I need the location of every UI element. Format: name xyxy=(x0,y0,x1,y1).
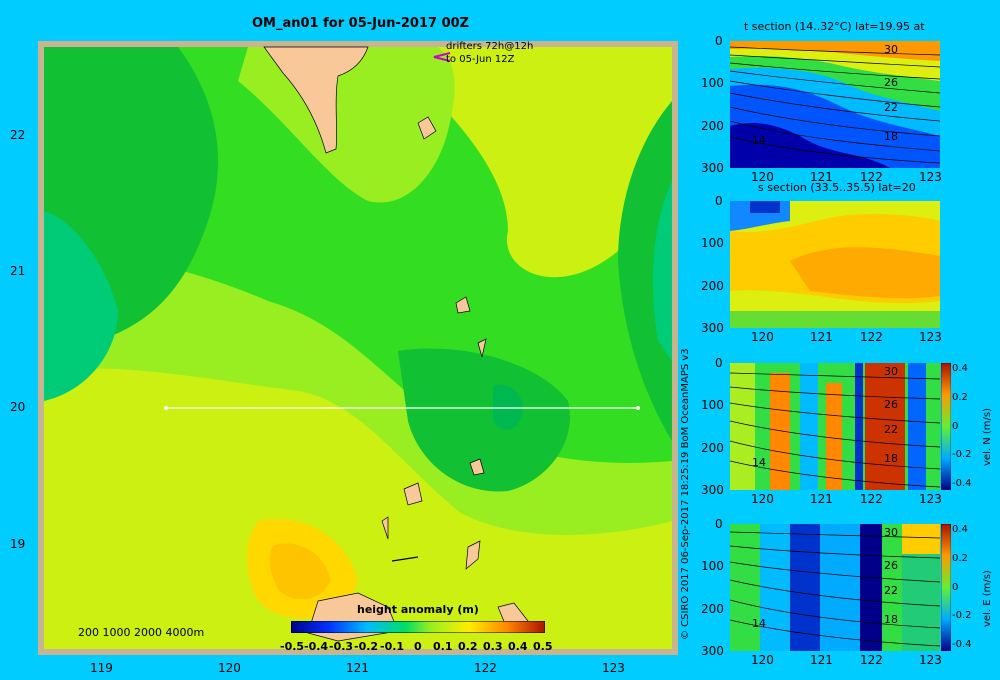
contour-label: 22 xyxy=(884,584,898,598)
panel-y-tick: 200 xyxy=(701,118,724,133)
panel-x-tick: 120 xyxy=(751,330,774,344)
panel-x-tick: 122 xyxy=(860,170,883,184)
cbar-tick: 0.4 xyxy=(952,363,968,374)
vel-e-plot xyxy=(730,524,940,651)
panel-y-tick: 200 xyxy=(701,440,724,455)
panel-y-tick: 300 xyxy=(701,321,724,335)
contour-label: 30 xyxy=(884,525,898,539)
panel-x-tick: 123 xyxy=(919,492,942,506)
s-section-plot xyxy=(730,201,940,328)
contour-label: 14 xyxy=(752,134,766,148)
colorbar-tick: -0.1 xyxy=(380,640,405,653)
colorbar-tick: 0.1 xyxy=(433,640,453,653)
panel-y-tick: 0 xyxy=(715,194,723,208)
panel-x-tick: 123 xyxy=(919,653,942,667)
map-x-tick: 120 xyxy=(218,661,241,675)
height-colorbar xyxy=(291,621,545,633)
panel-x-tick: 120 xyxy=(751,492,774,506)
drifters-legend-line2: to 05-Jun 12Z xyxy=(446,54,515,65)
contour-label: 22 xyxy=(884,423,898,437)
t-section-title: t section (14..32°C) lat=19.95 at xyxy=(744,20,925,33)
colorbar-tick: 0.2 xyxy=(458,640,478,653)
panel-x-tick: 120 xyxy=(751,170,774,184)
vel-e-cbar-label: vel. E (m/s) xyxy=(982,570,993,627)
colorbar-tick: -0.5 xyxy=(280,640,305,653)
copyright-text: © CSIRO 2017 06-Sep-2017 18:25:19 BoM Oc… xyxy=(680,348,691,640)
panel-y-tick: 300 xyxy=(701,161,724,175)
panel-y-tick: 100 xyxy=(701,236,724,251)
panel-x-tick: 121 xyxy=(810,653,833,667)
contour-label: 26 xyxy=(884,397,898,411)
panel-x-tick: 123 xyxy=(919,330,942,344)
map-y-tick: 21 xyxy=(10,264,26,278)
vel-e-colorbar xyxy=(941,524,951,651)
contour-label: 26 xyxy=(884,75,898,89)
colorbar-tick: -0.3 xyxy=(329,640,354,653)
map-y-tick: 22 xyxy=(10,128,26,142)
vel-n-plot xyxy=(730,363,940,490)
map-x-tick: 121 xyxy=(346,661,369,675)
panel-y-tick: 100 xyxy=(701,76,724,91)
colorbar-tick: -0.2 xyxy=(354,640,379,653)
vel-n-colorbar xyxy=(941,363,951,490)
colorbar-tick: 0.4 xyxy=(508,640,528,653)
panel-y-tick: 100 xyxy=(701,559,724,574)
cbar-tick: -0.4 xyxy=(952,478,972,489)
cbar-tick: 0.4 xyxy=(952,524,968,535)
panel-x-tick: 121 xyxy=(810,330,833,344)
vel-n-cbar-label: vel. N (m/s) xyxy=(982,408,993,466)
contour-label: 30 xyxy=(884,364,898,378)
map-x-tick: 122 xyxy=(474,661,497,675)
colorbar-tick: 0.5 xyxy=(533,640,553,653)
cbar-tick: 0.2 xyxy=(952,391,968,403)
contour-label: 30 xyxy=(884,42,898,56)
map-y-tick: 19 xyxy=(10,537,26,551)
t-section-plot xyxy=(730,41,940,168)
drifters-legend-line1: drifters 72h@12h xyxy=(446,41,534,52)
contour-label: 14 xyxy=(752,617,766,631)
contour-label: 14 xyxy=(752,456,766,470)
panel-x-tick: 121 xyxy=(810,492,833,506)
panel-y-tick: 0 xyxy=(715,517,723,531)
panel-y-tick: 200 xyxy=(701,278,724,293)
colorbar-tick: 0 xyxy=(414,640,422,653)
colorbar-tick: 0.3 xyxy=(483,640,503,653)
panel-x-tick: 122 xyxy=(860,330,883,344)
cbar-tick: 0.2 xyxy=(952,552,968,564)
contour-label: 18 xyxy=(884,130,898,144)
depth-scale-label: 200 1000 2000 4000m xyxy=(78,626,205,639)
s-section-title: s section (33.5..35.5) lat=20 xyxy=(758,181,916,194)
sea-height-map xyxy=(38,41,678,655)
contour-label: 18 xyxy=(884,452,898,466)
panel-x-tick: 122 xyxy=(860,492,883,506)
contour-label: 22 xyxy=(884,101,898,115)
colorbar-tick: -0.4 xyxy=(304,640,329,653)
contour-label: 26 xyxy=(884,558,898,572)
contour-label: 18 xyxy=(884,613,898,627)
panel-y-tick: 200 xyxy=(701,601,724,616)
map-x-tick: 123 xyxy=(602,661,625,675)
cbar-tick: -0.2 xyxy=(952,610,972,622)
panel-y-tick: 300 xyxy=(701,644,724,658)
panel-x-tick: 122 xyxy=(860,653,883,667)
map-x-tick: 119 xyxy=(90,661,113,675)
cbar-tick: 0 xyxy=(952,420,959,432)
panel-y-tick: 0 xyxy=(715,356,723,370)
map-y-tick: 20 xyxy=(10,400,26,414)
panel-y-tick: 0 xyxy=(715,34,723,48)
cbar-tick: -0.4 xyxy=(952,639,972,650)
panel-x-tick: 123 xyxy=(919,170,942,184)
panel-y-tick: 100 xyxy=(701,398,724,413)
colorbar-title: height anomaly (m) xyxy=(357,603,479,616)
cbar-tick: -0.2 xyxy=(952,449,972,461)
panel-x-tick: 121 xyxy=(810,170,833,184)
panel-y-tick: 300 xyxy=(701,483,724,497)
panel-x-tick: 120 xyxy=(751,653,774,667)
cbar-tick: 0 xyxy=(952,581,959,593)
map-title: OM_an01 for 05-Jun-2017 00Z xyxy=(252,16,470,31)
